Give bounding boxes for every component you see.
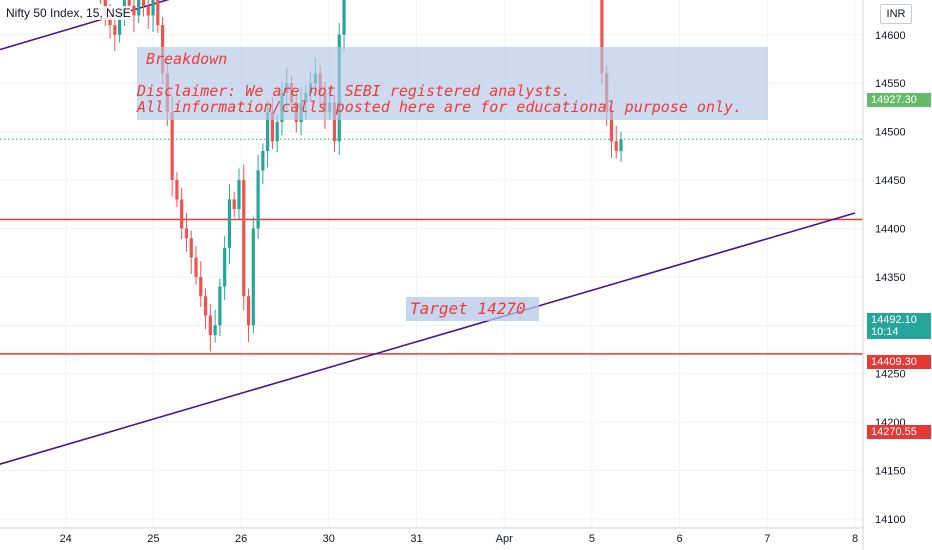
price-tag-level-low: 14270.55: [867, 425, 931, 439]
candle-body: [189, 238, 193, 258]
y-tick-label: 14100: [875, 514, 906, 526]
candle-body: [270, 112, 275, 142]
disclaimer-line-2: All information/calls posted here are fo…: [137, 98, 743, 116]
disclaimer-line-1: Disclaimer: We are not SEBI registered a…: [137, 82, 571, 100]
x-tick-label: 7: [764, 533, 770, 545]
candle-body: [118, 15, 122, 35]
candle-body: [246, 296, 251, 326]
time-axis[interactable]: 24 25 26 30 31 Apr 5 6 7 8: [60, 533, 858, 545]
candle-body: [227, 199, 232, 248]
candle-body: [175, 180, 179, 200]
price-axis[interactable]: 1410014150142001425014300143501440014450…: [875, 0, 906, 526]
candle-body: [108, 15, 112, 26]
trendline: [0, 212, 856, 465]
candle-body: [170, 112, 174, 181]
price-tag-last: 14492.10: [867, 313, 931, 327]
candle-body: [332, 102, 337, 142]
candle-body: [132, 5, 136, 16]
candle-body: [137, 0, 141, 16]
x-tick-label: 26: [235, 533, 247, 545]
y-tick-label: 14150: [875, 466, 906, 478]
candle-body: [146, 5, 150, 16]
candle-body: [127, 0, 131, 6]
y-tick-label: 14350: [875, 272, 906, 284]
candle-body: [256, 170, 260, 229]
price-tag-level-mid: 14409.30: [867, 355, 931, 369]
x-tick-label: 5: [589, 533, 595, 545]
chart-title: Nifty 50 Index, 15, NSE: [6, 6, 131, 20]
target-box: [406, 297, 539, 321]
candle-body: [619, 139, 623, 152]
x-tick-label: 24: [60, 533, 72, 545]
candle-body: [223, 247, 227, 287]
x-tick-label: 31: [410, 533, 422, 545]
candle-body: [275, 121, 279, 142]
candle-body: [184, 228, 189, 239]
x-tick-label: 30: [323, 533, 335, 545]
candle-body: [242, 180, 246, 297]
y-tick-label: 14600: [875, 30, 906, 42]
candle-body: [180, 199, 184, 229]
currency-button[interactable]: INR: [880, 4, 912, 24]
x-tick-label: Apr: [496, 533, 513, 545]
candle-body: [213, 325, 217, 336]
candle-body: [232, 199, 236, 210]
horizontal-levels: [0, 138, 863, 355]
y-tick-label: 14450: [875, 175, 906, 187]
x-tick-label: 25: [147, 533, 159, 545]
price-tag-countdown: 10:14: [867, 326, 931, 339]
x-tick-label: 8: [852, 533, 858, 545]
candle-body: [237, 180, 241, 210]
candle-body: [261, 151, 265, 171]
y-tick-label: 14500: [875, 127, 906, 139]
breakdown-heading: Breakdown: [146, 50, 228, 68]
x-tick-label: 6: [677, 533, 683, 545]
candle-body: [199, 276, 203, 297]
candle-body: [208, 315, 212, 336]
y-tick-label: 14550: [875, 78, 906, 90]
target-label: Target 14270: [410, 299, 526, 318]
y-tick-label: 14250: [875, 369, 906, 381]
candle-body: [151, 0, 155, 16]
candle-body: [609, 112, 614, 142]
candle-body: [218, 286, 222, 326]
candle-body: [113, 25, 117, 35]
candle-body: [251, 228, 255, 326]
candle-body: [614, 141, 618, 152]
candle-body: [194, 257, 198, 277]
candle-body: [203, 296, 208, 316]
grid-lines: [0, 0, 863, 528]
y-tick-label: 14400: [875, 223, 906, 235]
candle-body: [266, 112, 270, 152]
candle-body: [141, 0, 146, 6]
disclaimer-box: [137, 47, 768, 120]
candle-body: [600, 0, 604, 74]
price-tag-level-high: 14927.30: [867, 93, 931, 107]
candle-body: [342, 0, 346, 35]
candle-body: [156, 0, 160, 26]
